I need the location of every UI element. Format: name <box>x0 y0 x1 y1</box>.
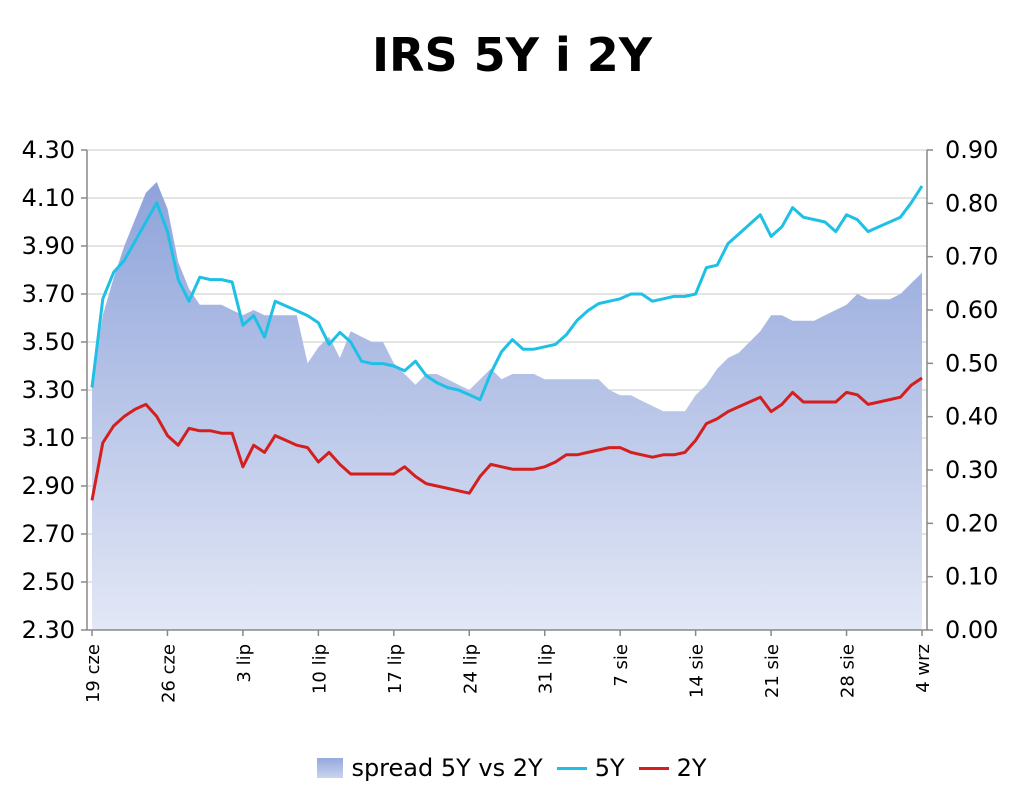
legend-label-spread: spread 5Y vs 2Y <box>351 754 543 782</box>
x-tick-label: 19 cze <box>83 644 104 703</box>
chart-title: IRS 5Y i 2Y <box>371 28 653 82</box>
y-left-tick-labels: 2.30 2.50 2.70 2.90 3.10 3.30 3.50 3.70 3.90 4.10… <box>22 136 87 644</box>
y-left-tick-label: 2.70 <box>22 520 75 548</box>
y-right-tick-label: 0.70 <box>945 243 998 271</box>
legend: spread 5Y vs 2Y 5Y 2Y <box>0 748 1024 788</box>
y-right-tick-label: 0.00 <box>945 616 998 644</box>
y-right-tick-label: 0.90 <box>945 136 998 164</box>
legend-item-2y: 2Y <box>638 754 707 782</box>
x-tick-label: 28 sie <box>838 644 859 698</box>
legend-label-5y: 5Y <box>594 754 625 782</box>
x-tick-label: 24 lip <box>460 644 481 694</box>
series-line-2y <box>90 376 923 501</box>
legend-swatch-5y <box>556 766 587 770</box>
y-left-tick-label: 2.50 <box>22 568 75 596</box>
x-tick-label: 4 wrz <box>913 644 934 693</box>
series-lines-layer <box>90 185 924 501</box>
y-right-tick-label: 0.10 <box>945 563 998 591</box>
legend-swatch-spread <box>317 758 344 778</box>
x-tick-label: 3 lip <box>234 644 255 683</box>
y-left-tick-label: 4.10 <box>22 184 75 212</box>
y-right-tick-label: 0.50 <box>945 349 998 377</box>
x-tick-label: 26 cze <box>158 644 179 703</box>
spread-area-layer <box>92 182 922 630</box>
y-left-tick-label: 2.90 <box>22 472 75 500</box>
y-right-tick-label: 0.20 <box>945 509 998 537</box>
legend-swatch-2y <box>638 766 669 770</box>
y-right-tick-label: 0.40 <box>945 403 998 431</box>
y-left-tick-label: 3.90 <box>22 232 75 260</box>
x-tick-labels: 19 cze 26 cze 3 lip 10 lip 17 lip 24 lip 31 li… <box>83 630 934 703</box>
x-tick-label: 14 sie <box>687 644 708 698</box>
y-right-tick-label: 0.60 <box>945 296 998 324</box>
y-left-tick-label: 2.30 <box>22 616 75 644</box>
x-tick-label: 7 sie <box>611 644 632 687</box>
y-left-tick-label: 4.30 <box>22 136 75 164</box>
y-right-tick-labels: 0.00 0.10 0.20 0.30 0.40 0.50 0.60 0.70 0.80 0.90 <box>927 136 998 644</box>
y-left-tick-label: 3.50 <box>22 328 75 356</box>
legend-item-spread: spread 5Y vs 2Y <box>317 754 543 782</box>
y-left-tick-label: 3.10 <box>22 424 75 452</box>
legend-item-5y: 5Y <box>556 754 625 782</box>
x-tick-label: 21 sie <box>762 644 783 698</box>
y-left-tick-label: 3.30 <box>22 376 75 404</box>
x-tick-label: 31 lip <box>536 644 557 694</box>
x-tick-label: 10 lip <box>309 644 330 694</box>
x-tick-label: 17 lip <box>385 644 406 694</box>
y-right-tick-label: 0.80 <box>945 189 998 217</box>
legend-label-2y: 2Y <box>676 754 707 782</box>
series-line-5y <box>90 185 924 402</box>
y-left-tick-label: 3.70 <box>22 280 75 308</box>
spread-area <box>92 182 922 630</box>
y-right-tick-label: 0.30 <box>945 456 998 484</box>
